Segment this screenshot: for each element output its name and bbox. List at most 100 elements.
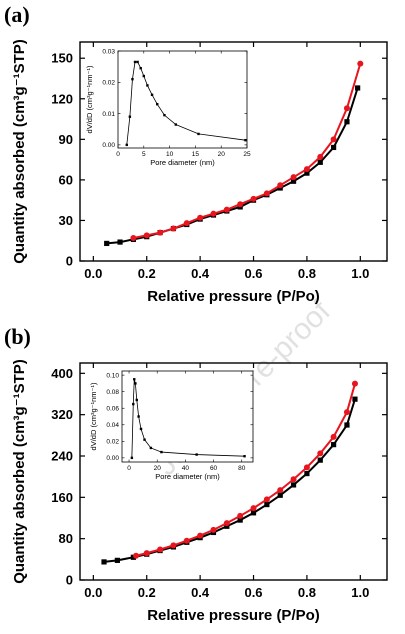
- x-axis-title: Relative pressure (P/Po): [147, 288, 320, 305]
- panel-a: (a)0.0 0.2 0.4 0.6 0.8 1.00306090120150Relati…: [4, 2, 388, 305]
- main-x-tick-label: 0.4: [191, 585, 210, 600]
- panel-label: (b): [4, 324, 31, 349]
- panel-label: (a): [4, 2, 30, 27]
- data-point-circle: [133, 552, 140, 559]
- inset-data-point: [156, 102, 159, 106]
- main-x-tick-label: 0.2: [138, 266, 156, 281]
- data-point-circle: [130, 235, 137, 242]
- inset-data-point: [128, 115, 132, 118]
- inset-data-point: [195, 453, 198, 456]
- inset-x-tick-label: 5: [142, 151, 146, 158]
- inset-x-axis-title: Pore diameter (nm): [155, 472, 220, 481]
- data-point-circle: [183, 537, 190, 544]
- inset-data-point: [136, 60, 139, 64]
- inset-x-tick-label: 25: [243, 151, 251, 158]
- data-point-circle: [183, 220, 190, 227]
- inset-series-line: [126, 61, 246, 145]
- data-point-square: [250, 510, 257, 516]
- data-point-square: [130, 554, 136, 560]
- data-point-circle: [351, 380, 358, 387]
- main-y-tick-label: 0: [66, 573, 73, 588]
- data-point-square: [317, 159, 323, 165]
- data-point-circle: [263, 190, 270, 197]
- inset-x-tick-label: 10: [166, 151, 174, 158]
- inset-data-point: [142, 74, 145, 78]
- inset-y-tick-label: 0.08: [106, 389, 119, 396]
- inset-x-tick-label: 0: [116, 151, 120, 158]
- data-point-circle: [157, 229, 164, 236]
- inset-x-axis-title: Pore diameter (nm): [150, 158, 215, 167]
- y-axis-title: Quantity absorbed (cm³g⁻¹STP): [11, 359, 28, 584]
- inset-x-tick-label: 0: [127, 465, 131, 472]
- data-point-circle: [223, 206, 230, 213]
- main-x-tick-label: 0.6: [244, 585, 262, 600]
- data-point-square: [237, 517, 243, 523]
- inset-x-tick-label: 60: [210, 465, 218, 472]
- data-point-square: [104, 240, 110, 247]
- data-point-circle: [143, 550, 150, 557]
- inset-x-tick-label: 20: [218, 151, 226, 158]
- main-x-tick-label: 0.6: [244, 266, 262, 281]
- data-point-square: [224, 523, 230, 529]
- inset-x-tick-label: 15: [192, 151, 200, 158]
- main-x-tick-label: 0.2: [138, 585, 156, 600]
- data-point-square: [277, 492, 283, 498]
- inset-x-tick-label: 40: [182, 465, 190, 472]
- main-y-tick-label: 0: [66, 254, 73, 269]
- main-y-tick-label: 120: [51, 91, 73, 106]
- data-point-square: [304, 170, 310, 176]
- data-point-circle: [143, 232, 150, 239]
- data-point-circle: [343, 409, 350, 416]
- main-y-tick-label: 400: [51, 366, 73, 381]
- inset-data-point: [139, 427, 143, 431]
- data-point-square: [344, 422, 350, 428]
- data-point-square: [317, 457, 323, 463]
- inset-data-point: [137, 415, 140, 418]
- main-x-tick-label: 1.0: [351, 266, 369, 281]
- inset-x-tick-label: 80: [238, 465, 246, 472]
- inset-data-point: [133, 60, 137, 64]
- inset-data-point: [244, 138, 247, 142]
- data-point-circle: [357, 60, 364, 67]
- inset-x-tick-label: 20: [154, 465, 162, 472]
- inset-data-point: [139, 67, 142, 70]
- inset-y-tick-label: 0.06: [106, 406, 119, 413]
- inset-chart: 0 5 10 15 20 25 0.00 0.01 0.02 0.03 Pore diameter …: [85, 48, 251, 167]
- inset-series-line: [131, 379, 245, 458]
- main-x-tick-label: 0.0: [84, 266, 102, 281]
- data-point-square: [114, 557, 120, 563]
- data-point-square: [290, 178, 297, 184]
- inset-frame: [121, 370, 254, 463]
- inset-data-point: [132, 402, 135, 406]
- inset-y-tick-label: 0.10: [106, 372, 119, 379]
- data-point-circle: [303, 166, 310, 173]
- main-y-tick-label: 150: [51, 51, 73, 66]
- main-y-tick-label: 240: [51, 449, 73, 464]
- inset-data-point: [125, 143, 128, 147]
- data-point-square: [352, 396, 358, 402]
- main-y-tick-label: 30: [59, 213, 73, 228]
- inset-data-point: [160, 450, 163, 454]
- inset-y-tick-label: 0.04: [106, 422, 119, 429]
- main-x-tick-label: 0.8: [298, 585, 316, 600]
- inset-data-point: [174, 123, 177, 126]
- inset-data-point: [143, 438, 146, 441]
- inset-chart: 0 20 40 60 80 0.00 0.02 0.04 0.06 0.08 0.10 Pore di…: [89, 370, 254, 481]
- data-point-circle: [303, 464, 310, 471]
- main-frame: [79, 41, 388, 262]
- data-point-circle: [210, 526, 217, 533]
- panel-b: (b)0.0 0.2 0.4 0.6 0.8 1.0080160240320400Rela…: [4, 324, 388, 624]
- y-axis-title: Quantity absorbed (cm³g⁻¹STP): [11, 39, 28, 264]
- data-point-square: [117, 239, 123, 245]
- main-x-tick-label: 0.0: [84, 585, 102, 600]
- data-point-square: [331, 144, 337, 151]
- inset-y-axis-title: dV/dD (cm³g⁻¹nm⁻¹): [85, 65, 94, 133]
- data-point-circle: [317, 153, 324, 160]
- main-y-tick-label: 320: [51, 407, 73, 422]
- main-x-tick-label: 1.0: [351, 585, 369, 600]
- data-point-circle: [343, 105, 350, 112]
- data-point-square: [331, 442, 337, 448]
- inset-data-point: [135, 398, 138, 402]
- inset-y-tick-label: 0.00: [106, 455, 119, 462]
